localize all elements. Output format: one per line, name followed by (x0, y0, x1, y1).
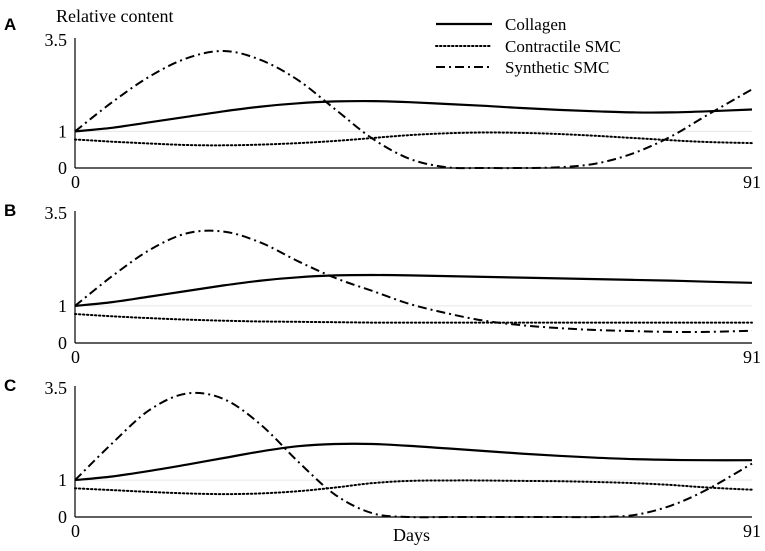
x-tick-label: 0 (71, 172, 80, 192)
panel-a: A 0 1 3.5 0 91 (4, 15, 761, 192)
x-tick-label: 0 (71, 347, 80, 367)
panel-b: B 0 1 3.5 0 91 (4, 201, 761, 367)
series-line-contractile-smc (74, 479, 753, 496)
y-tick-label: 1 (58, 470, 67, 490)
legend-label-synthetic-smc: Synthetic SMC (505, 58, 609, 77)
y-axis-label: Relative content (56, 6, 173, 26)
y-tick-label: 0 (58, 158, 67, 178)
series-line-synthetic-smc (74, 391, 753, 519)
series-line-collagen (74, 273, 753, 307)
x-tick-label: 0 (71, 521, 80, 541)
series-line-contractile-smc (74, 131, 753, 147)
y-tick-label: 1 (58, 121, 67, 141)
series-line-synthetic-smc (74, 49, 753, 170)
y-tick-label: 0 (58, 507, 67, 527)
x-tick-label: 91 (743, 347, 761, 367)
x-tick-label: 91 (743, 172, 761, 192)
series-line-collagen (74, 99, 753, 133)
y-tick-label: 3.5 (45, 203, 68, 223)
panel-label: B (4, 201, 16, 220)
panel-c: C 0 1 3.5 0 91 (4, 376, 761, 541)
series-line-synthetic-smc (74, 229, 753, 333)
y-tick-label: 1 (58, 296, 67, 316)
panel-label: A (4, 15, 16, 34)
legend: Collagen Contractile SMC Synthetic SMC (435, 15, 621, 77)
x-tick-label: 91 (743, 521, 761, 541)
series-line-collagen (74, 442, 753, 482)
y-tick-label: 0 (58, 333, 67, 353)
panel-label: C (4, 376, 16, 395)
legend-label-contractile-smc: Contractile SMC (505, 37, 621, 56)
y-tick-label: 3.5 (45, 378, 68, 398)
x-axis-label: Days (393, 525, 430, 545)
legend-label-collagen: Collagen (505, 15, 567, 34)
series-line-contractile-smc (74, 313, 753, 324)
y-tick-label: 3.5 (45, 30, 68, 50)
